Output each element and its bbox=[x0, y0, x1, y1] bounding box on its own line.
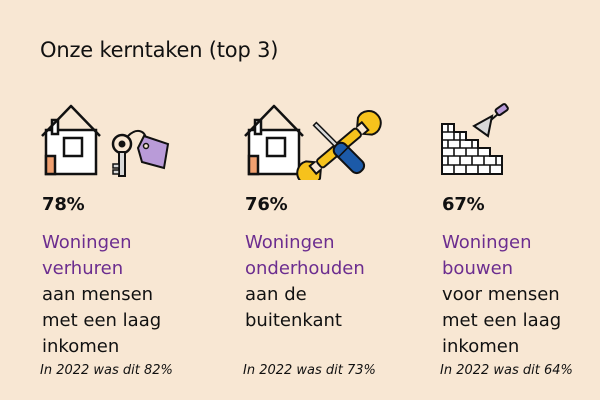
task-percentage: 76% bbox=[245, 194, 288, 215]
task-title: Woningen verhuren bbox=[42, 232, 132, 279]
page-title: Onze kerntaken (top 3) bbox=[40, 38, 279, 62]
task-description: Woningen onderhouden aan de buitenkant bbox=[245, 230, 410, 334]
task-description: Woningen bouwen voor mensen met een laag… bbox=[442, 230, 600, 360]
task-detail: voor mensen met een laag inkomen bbox=[442, 284, 562, 357]
house-with-keys-icon bbox=[41, 104, 170, 177]
task-percentage: 67% bbox=[442, 194, 485, 215]
task-percentage: 78% bbox=[42, 194, 85, 215]
previous-year-note: In 2022 was dit 64% bbox=[440, 363, 573, 378]
task-detail: aan de buitenkant bbox=[245, 284, 342, 331]
task-description: Woningen verhuren aan mensen met een laa… bbox=[42, 230, 207, 360]
task-detail: aan mensen met een laag inkomen bbox=[42, 284, 162, 357]
previous-year-note: In 2022 was dit 82% bbox=[40, 363, 173, 378]
house-with-tools-icon bbox=[244, 104, 382, 180]
previous-year-note: In 2022 was dit 73% bbox=[243, 363, 376, 378]
task-title: Woningen bouwen bbox=[442, 232, 532, 279]
task-title: Woningen onderhouden bbox=[245, 232, 365, 279]
brick-wall-trowel-icon bbox=[441, 103, 509, 175]
